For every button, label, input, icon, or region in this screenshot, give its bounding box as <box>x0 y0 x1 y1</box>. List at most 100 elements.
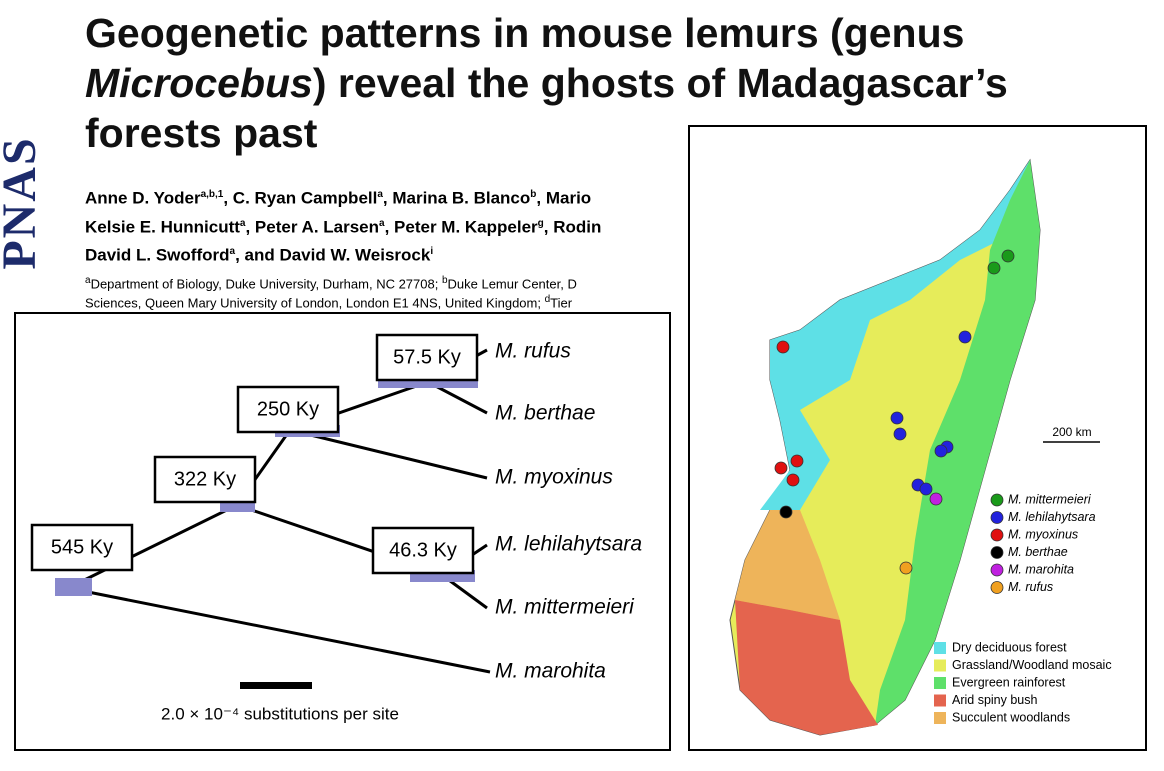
text-line: Sciences, Queen Mary University of Londo… <box>85 292 577 311</box>
node-box <box>371 526 475 575</box>
tip-label: M. marohita <box>495 660 606 683</box>
text: David L. Swofford <box>85 245 230 265</box>
legend-swatch <box>934 677 946 689</box>
node-age: 250 Ky <box>257 398 319 420</box>
legend-swatch <box>934 659 946 672</box>
text-line: David L. Swofforda, and David W. Weisroc… <box>85 239 601 268</box>
node-box <box>153 455 257 504</box>
affiliations: aDepartment of Biology, Duke University,… <box>85 273 577 312</box>
text: Anne D. Yoder <box>85 188 201 208</box>
title-text: ) reveal the ghosts of Madagascar’s <box>312 60 1008 106</box>
text: , Peter A. Larsen <box>245 217 380 237</box>
legend-label: M. berthae <box>1008 545 1068 559</box>
legend-label: Dry deciduous forest <box>952 640 1067 654</box>
legend-dot <box>990 493 1004 507</box>
locality <box>779 505 793 519</box>
legend-swatch <box>934 694 946 707</box>
node-box <box>30 523 134 572</box>
locality <box>899 561 913 575</box>
map-scale-label: 200 km <box>1052 425 1091 439</box>
legend-label: Succulent woodlands <box>952 710 1070 724</box>
superscript: a <box>377 189 383 200</box>
ci-bar <box>55 578 92 596</box>
locality <box>919 482 933 496</box>
node-age: 322 Ky <box>174 468 236 490</box>
tip-label: M. berthae <box>495 402 595 425</box>
title-italic: Microcebus <box>85 60 313 106</box>
locality <box>790 454 804 468</box>
authors: Anne D. Yodera,b,1, C. Ryan Campbella, M… <box>85 182 601 268</box>
superscript: a <box>239 217 246 229</box>
node-box <box>236 385 340 434</box>
zone-succulent <box>735 510 840 620</box>
locality <box>776 340 790 354</box>
superscript: b <box>441 275 448 286</box>
zone-dry <box>760 160 1035 510</box>
text: Kelsie E. Hunnicutt <box>85 217 240 237</box>
text: Department of Biology, Duke University, … <box>90 276 442 292</box>
legend-label: M. myoxinus <box>1008 527 1078 541</box>
map: 200 km M. mittermeieri M. lehilahytsara M.… <box>729 158 1112 736</box>
legend-label: Evergreen rainforest <box>952 675 1066 689</box>
locality <box>934 444 948 458</box>
locality <box>786 473 800 487</box>
node-age: 57.5 Ky <box>393 346 461 368</box>
legend-label: Grassland/Woodland mosaic <box>952 658 1112 672</box>
legend-label: M. rufus <box>1008 580 1053 594</box>
locality <box>958 330 972 344</box>
legend-label: M. marohita <box>1008 562 1074 576</box>
legend-dot <box>990 528 1004 542</box>
zone-spiny <box>735 600 878 735</box>
superscript: a <box>85 275 91 286</box>
legend-dot <box>990 581 1004 594</box>
locality <box>890 411 904 425</box>
tip-label: M. rufus <box>495 340 571 363</box>
legend-swatch <box>934 712 946 724</box>
title-line: Microcebus) reveal the ghosts of Madagas… <box>85 58 1008 108</box>
text: , Rodin <box>543 217 602 237</box>
scale-label: 2.0 × 10⁻⁴ substitutions per site <box>161 704 399 723</box>
locality <box>987 261 1001 275</box>
text-line: aDepartment of Biology, Duke University,… <box>85 273 577 292</box>
text: , Marina B. Blanco <box>382 188 531 208</box>
title-line: Geogenetic patterns in mouse lemurs (gen… <box>85 10 965 56</box>
node-age: 545 Ky <box>51 536 113 558</box>
locality <box>929 492 943 506</box>
legend-swatch <box>934 642 946 654</box>
zone-rainforest <box>875 160 1040 725</box>
locality <box>1001 249 1015 263</box>
text: , C. Ryan Campbell <box>223 188 378 208</box>
text: Duke Lemur Center, D <box>447 276 577 292</box>
text: Sciences, Queen Mary University of Londo… <box>85 295 545 311</box>
legend-label: M. lehilahytsara <box>1008 510 1096 524</box>
legend-label: M. mittermeieri <box>1008 492 1092 506</box>
superscript: b <box>530 189 537 200</box>
text: Tier <box>550 295 573 311</box>
text-line: Anne D. Yodera,b,1, C. Ryan Campbella, M… <box>85 182 601 211</box>
scale-bar <box>240 682 312 689</box>
text: , Mario <box>536 188 592 208</box>
tip-label: M. myoxinus <box>495 466 613 489</box>
superscript: a <box>379 217 385 229</box>
tip-label: M. mittermeieri <box>495 596 635 619</box>
tip-label: M. lehilahytsara <box>495 533 642 556</box>
superscript: i <box>430 246 434 258</box>
superscript: d <box>544 294 551 306</box>
superscript: g <box>537 217 544 229</box>
superscript: a <box>229 246 236 258</box>
locality <box>893 427 907 441</box>
legend-dot <box>990 546 1004 559</box>
legend-label: Arid spiny bush <box>952 693 1038 707</box>
legend-dot <box>990 563 1004 577</box>
node-age: 46.3 Ky <box>389 539 457 561</box>
legend-dot <box>990 511 1004 524</box>
node-box <box>375 333 479 382</box>
locality <box>774 461 788 475</box>
text-line: Kelsie E. Hunnicutta, Peter A. Larsena, … <box>85 211 601 240</box>
text: , and David W. Weisrock <box>235 245 431 265</box>
text: , Peter M. Kappeler <box>384 217 538 237</box>
title-line: forests past <box>85 110 318 156</box>
superscript: a,b,1 <box>200 189 224 200</box>
